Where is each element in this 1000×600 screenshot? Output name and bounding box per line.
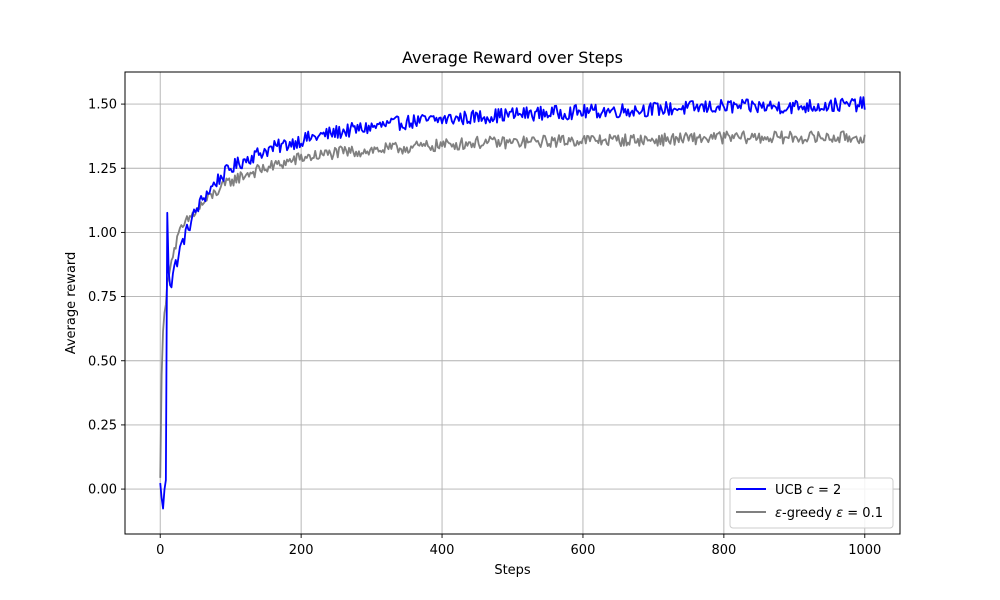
legend-label-egreedy-suffix: -greedy xyxy=(782,506,836,521)
plot-frame xyxy=(124,71,901,535)
y-tick-label: 1.25 xyxy=(88,162,117,177)
legend-label-ucb-prefix: UCB xyxy=(775,483,807,498)
legend-label-ucb-math: c xyxy=(807,483,814,498)
y-tick-label: 0.75 xyxy=(88,290,117,305)
y-axis-label: Average reward xyxy=(64,252,79,355)
y-tick-label: 0.50 xyxy=(88,354,117,369)
series-line-ucb xyxy=(159,96,866,510)
x-tick-label: 1000 xyxy=(848,543,881,558)
legend-label-ucb-suffix: = 2 xyxy=(814,483,841,498)
legend-label-egreedy-math: ε xyxy=(775,506,782,521)
x-tick-label: 0 xyxy=(156,543,164,558)
legend: UCB c = 2 ε-greedy ε = 0.1 xyxy=(729,477,894,529)
legend-box xyxy=(729,477,894,529)
x-axis-label: Steps xyxy=(494,563,531,578)
x-tick-label: 400 xyxy=(430,543,455,558)
y-axis-ticks: 0.00 0.25 0.50 0.75 1.00 1.25 1.50 xyxy=(88,98,125,498)
x-tick-label: 200 xyxy=(289,543,314,558)
legend-label-egreedy-math2: ε xyxy=(836,506,843,521)
legend-label-egreedy-suffix2: = 0.1 xyxy=(843,506,883,521)
x-tick-label: 800 xyxy=(711,543,736,558)
legend-label-ucb: UCB c = 2 xyxy=(775,483,841,498)
x-axis-ticks: 0 200 400 600 800 1000 xyxy=(156,534,881,558)
legend-label-egreedy: ε-greedy ε = 0.1 xyxy=(775,506,883,521)
y-tick-label: 0.25 xyxy=(88,418,117,433)
series-line-egreedy xyxy=(159,130,866,478)
y-tick-label: 1.50 xyxy=(88,98,117,113)
x-tick-label: 600 xyxy=(571,543,596,558)
series-lines xyxy=(159,96,866,510)
y-tick-label: 1.00 xyxy=(88,226,117,241)
y-tick-label: 0.00 xyxy=(88,483,117,498)
chart-title: Average Reward over Steps xyxy=(402,48,623,67)
